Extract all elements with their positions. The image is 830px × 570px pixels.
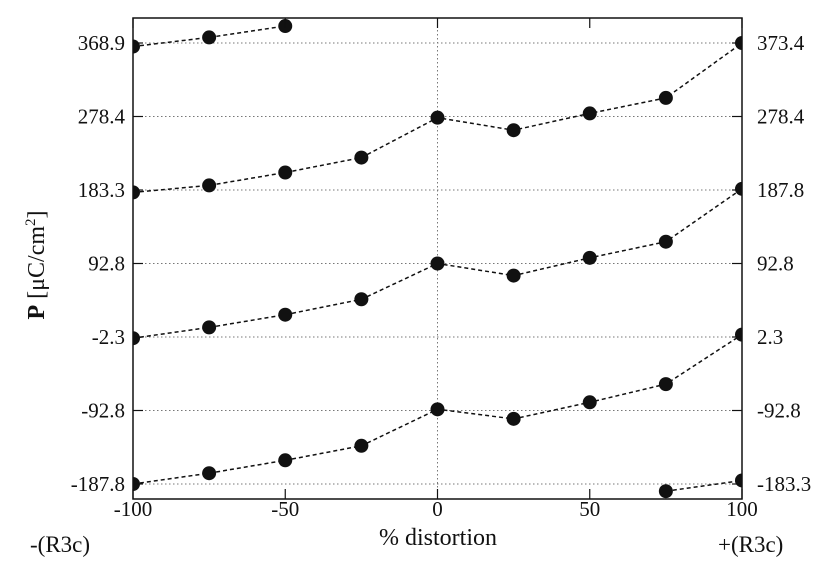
data-point (506, 268, 521, 283)
data-point (430, 110, 445, 125)
data-point (735, 327, 742, 342)
y-tick-label-right: 373.4 (757, 31, 805, 55)
data-point (202, 30, 217, 45)
x-tick-label: -50 (271, 497, 299, 521)
y-tick-label-left: 278.4 (78, 105, 126, 129)
data-point (278, 307, 293, 322)
x-tick-label: 50 (579, 497, 600, 521)
data-point (582, 250, 597, 265)
data-point (133, 331, 140, 346)
data-point (202, 320, 217, 335)
y-tick-label-right: 92.8 (757, 252, 794, 276)
y-axis-label-close: ] (24, 210, 50, 218)
y-tick-label-left: 183.3 (78, 178, 125, 202)
y-axis-label-main: P (24, 305, 50, 320)
data-point (354, 292, 369, 307)
y-tick-label-left: -92.8 (81, 399, 125, 423)
data-point (354, 438, 369, 453)
y-tick-label-right: 2.3 (757, 325, 783, 349)
x-tick-label: 0 (432, 497, 443, 521)
data-point (658, 377, 673, 392)
data-point (133, 185, 140, 200)
y-tick-label-right: -92.8 (757, 399, 801, 423)
x-end-label-left: -(R3c) (30, 532, 90, 557)
y-tick-label-left: -187.8 (71, 472, 125, 496)
y-axis-label: P [μC/cm2] (23, 210, 50, 319)
ticks (132, 18, 743, 499)
data-point (278, 453, 293, 468)
data-point (202, 466, 217, 481)
data-point (658, 90, 673, 105)
data-point (278, 165, 293, 180)
data-point (658, 234, 673, 249)
y-tick-label-right: 278.4 (757, 105, 805, 129)
tick-labels: 368.9 373.4 278.4 278.4 183.3 187.8 92.8 92.8 -2… (71, 31, 812, 521)
x-tick-label: -100 (114, 497, 153, 521)
data-point (582, 106, 597, 121)
y-axis-label-exponent: 2 (23, 218, 39, 226)
x-end-label-right: +(R3c) (718, 532, 783, 557)
data-point (582, 395, 597, 410)
series-group (133, 19, 742, 499)
series-clip-group (133, 19, 742, 499)
series-line-1 (133, 25, 286, 48)
y-tick-label-right: 187.8 (757, 178, 804, 202)
y-axis-label-unit: [μC/cm (24, 226, 50, 305)
x-axis-label: % distortion (379, 525, 497, 551)
data-point (430, 402, 445, 417)
data-point (202, 178, 217, 193)
series-line-5 (665, 479, 742, 492)
x-tick-label: 100 (726, 497, 758, 521)
data-point (354, 150, 369, 165)
y-tick-label-left: -2.3 (92, 325, 125, 349)
y-tick-label-left: 92.8 (88, 252, 125, 276)
data-point (658, 484, 673, 499)
data-point (430, 256, 445, 271)
y-tick-label-left: 368.9 (78, 31, 125, 55)
data-point (506, 123, 521, 138)
data-point (735, 181, 742, 196)
y-tick-label-right: -183.3 (757, 472, 811, 496)
data-point (506, 411, 521, 426)
